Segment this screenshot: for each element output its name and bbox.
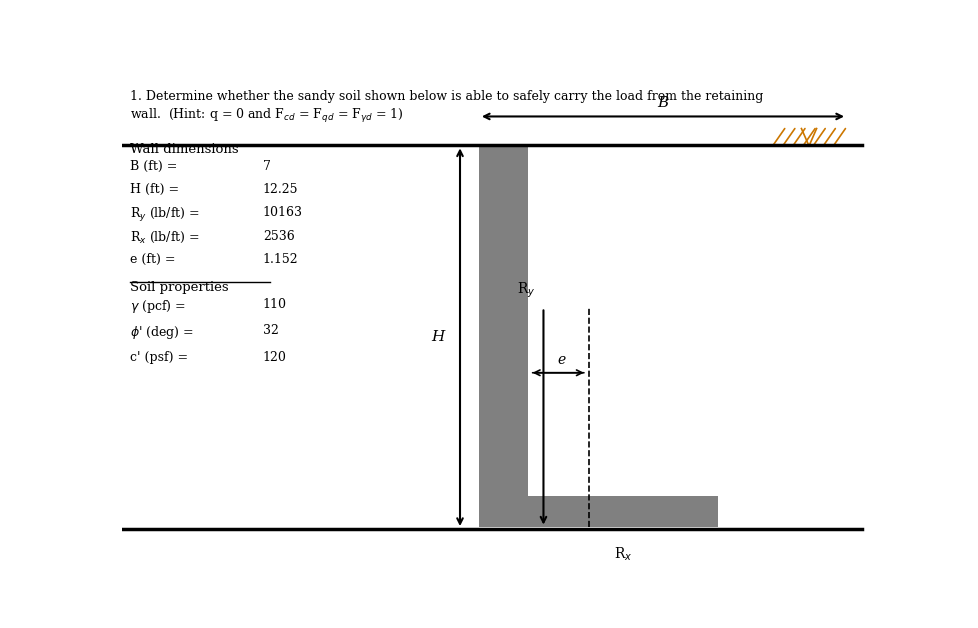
Text: $\gamma$ (pcf) =: $\gamma$ (pcf) = — [130, 298, 186, 315]
Text: 1.152: 1.152 — [262, 253, 298, 266]
Text: H (ft) =: H (ft) = — [130, 183, 179, 196]
Text: Soil properties: Soil properties — [130, 281, 228, 294]
Text: 2536: 2536 — [262, 230, 294, 242]
Text: 1. Determine whether the sandy soil shown below is able to safely carry the load: 1. Determine whether the sandy soil show… — [130, 90, 763, 103]
Text: H: H — [431, 330, 444, 344]
Text: Wall dimensions: Wall dimensions — [130, 143, 239, 156]
Text: R$_y$: R$_y$ — [517, 281, 535, 300]
Text: B: B — [656, 96, 668, 110]
Text: B (ft) =: B (ft) = — [130, 160, 177, 173]
Text: 7: 7 — [262, 160, 270, 173]
Bar — [478, 146, 528, 496]
Text: R$_x$: R$_x$ — [613, 545, 632, 563]
Text: e: e — [557, 353, 565, 367]
Text: R$_y$ (lb/ft) =: R$_y$ (lb/ft) = — [130, 207, 200, 224]
Bar — [478, 496, 717, 528]
Text: wall.  (Hint: q = 0 and F$_{cd}$ = F$_{qd}$ = F$_{\gamma d}$ = 1): wall. (Hint: q = 0 and F$_{cd}$ = F$_{qd… — [130, 107, 403, 125]
Text: 110: 110 — [262, 298, 287, 311]
Text: R$_x$ (lb/ft) =: R$_x$ (lb/ft) = — [130, 230, 200, 245]
Text: $\phi$' (deg) =: $\phi$' (deg) = — [130, 325, 194, 342]
Text: c' (psf) =: c' (psf) = — [130, 351, 188, 364]
Text: 120: 120 — [262, 351, 287, 364]
Text: e (ft) =: e (ft) = — [130, 253, 175, 266]
Text: 10163: 10163 — [262, 207, 302, 219]
Text: 12.25: 12.25 — [262, 183, 298, 196]
Text: 32: 32 — [262, 325, 279, 337]
